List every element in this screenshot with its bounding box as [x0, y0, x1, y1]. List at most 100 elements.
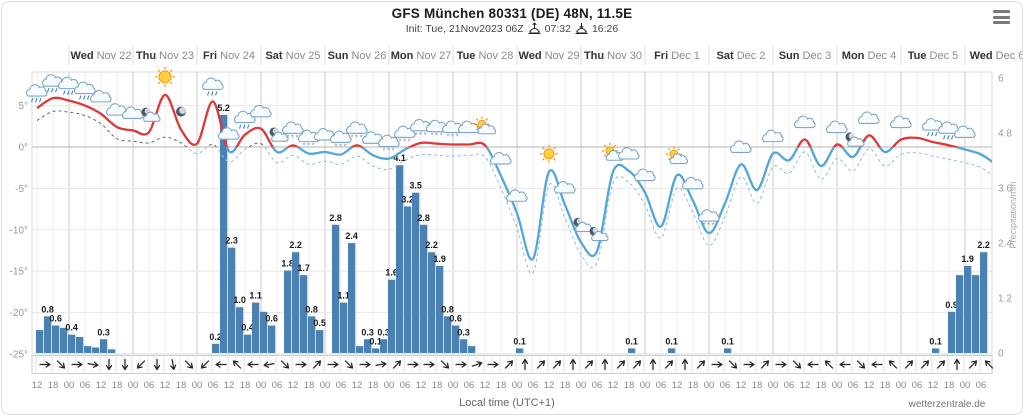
svg-text:0.8: 0.8: [305, 304, 318, 314]
wind-arrows: [31, 355, 994, 374]
snow-icon: * * *: [378, 134, 400, 156]
sunrise-icon: [528, 22, 541, 34]
svg-text:0.5: 0.5: [313, 318, 326, 328]
svg-text:1.1: 1.1: [337, 291, 350, 301]
footer-labels: Local time (UTC+1) wetterzentrale.de: [459, 397, 986, 410]
sun-icon: [155, 66, 175, 87]
hour-labels: 12 18 00 06 12 18 00 06 12 18 00 06 12 18 00 06 12 18 00 06…: [32, 380, 987, 391]
svg-text:*: *: [419, 131, 422, 140]
svg-text:06: 06: [336, 380, 347, 391]
hamburger-menu-icon[interactable]: [993, 10, 1010, 27]
svg-text:Fri Nov 24: Fri Nov 24: [203, 50, 255, 62]
svg-text:*: *: [382, 147, 385, 156]
snow-icon: * * *: [282, 121, 304, 142]
svg-text:Wed Nov 22: Wed Nov 22: [71, 50, 132, 62]
svg-text:Sat Nov 25: Sat Nov 25: [265, 50, 320, 62]
svg-text:1.9: 1.9: [961, 254, 974, 264]
svg-text:*: *: [387, 147, 390, 156]
svg-text:2.2: 2.2: [977, 240, 990, 250]
svg-text:0.2: 0.2: [209, 332, 222, 342]
svg-text:-15°: -15°: [10, 267, 28, 278]
svg-text:18: 18: [432, 380, 443, 391]
svg-text:5°: 5°: [18, 101, 28, 112]
svg-text:1.0: 1.0: [233, 295, 246, 305]
mooncloud-icon: [589, 226, 609, 242]
svg-text:*: *: [295, 133, 298, 142]
svg-text:12: 12: [864, 380, 875, 391]
cloud-icon: [794, 115, 816, 129]
svg-text:06: 06: [400, 380, 411, 391]
svg-text:-10°: -10°: [10, 225, 28, 236]
svg-text:Mon Dec 4: Mon Dec 4: [842, 50, 896, 62]
cloud-icon: [634, 168, 656, 182]
svg-text:*: *: [702, 221, 705, 230]
cloud-icon: [618, 147, 640, 160]
svg-text:12: 12: [928, 380, 939, 391]
svg-text:-5°: -5°: [15, 184, 28, 195]
svg-text:Mon Nov 27: Mon Nov 27: [391, 50, 452, 62]
cloud-icon: [554, 181, 576, 194]
axis-labels: 5° 0° -5° -10° -15° -20° -25° 6 4.8 3.6 2.4 1.2 0 Pre…: [10, 74, 1018, 361]
svg-text:2.8: 2.8: [329, 213, 342, 223]
suncloud-icon: [474, 116, 497, 135]
svg-text:*: *: [455, 133, 458, 142]
svg-text:*: *: [439, 132, 442, 141]
precip-axis-title: Precipitation/mm: [1008, 181, 1018, 248]
svg-text:*: *: [423, 131, 426, 140]
cloud-icon: [826, 120, 848, 134]
cloud-icon: [682, 176, 704, 190]
svg-text:0.1: 0.1: [513, 336, 526, 346]
svg-text:06: 06: [720, 380, 731, 391]
svg-text:Thu Nov 23: Thu Nov 23: [136, 50, 194, 62]
svg-text:5.2: 5.2: [217, 103, 230, 113]
svg-text:0.4: 0.4: [65, 323, 78, 333]
svg-text:06: 06: [464, 380, 475, 391]
svg-text:*: *: [435, 132, 438, 141]
svg-text:12: 12: [800, 380, 811, 391]
svg-text:Sun Dec 3: Sun Dec 3: [779, 50, 832, 62]
svg-text:12: 12: [160, 380, 171, 391]
svg-text:*: *: [446, 133, 449, 142]
mooncloud-icon: [269, 127, 289, 142]
svg-text:1.7: 1.7: [297, 263, 310, 273]
mooncloud-icon: [845, 132, 865, 147]
svg-text:*: *: [302, 142, 305, 151]
sunrise-time: 07:32: [544, 22, 571, 35]
svg-text:1.1: 1.1: [249, 291, 262, 301]
svg-text:0.1: 0.1: [625, 336, 638, 346]
svg-text:12: 12: [224, 380, 235, 391]
rain-icon: [202, 77, 224, 96]
snow-icon: * * *: [330, 130, 352, 151]
svg-text:2.2: 2.2: [425, 240, 438, 250]
svg-text:00: 00: [256, 380, 267, 391]
svg-text:06: 06: [912, 380, 923, 391]
svg-text:Tue Dec 5: Tue Dec 5: [908, 50, 959, 62]
svg-text:0.3: 0.3: [457, 327, 470, 337]
svg-text:06: 06: [528, 380, 539, 391]
svg-text:Sun Nov 26: Sun Nov 26: [328, 50, 387, 62]
x-axis-title: Local time (UTC+1): [459, 397, 555, 409]
svg-text:*: *: [359, 133, 362, 142]
snow-icon: * * *: [426, 119, 448, 141]
svg-text:06: 06: [272, 380, 283, 391]
svg-text:*: *: [398, 137, 401, 146]
svg-text:18: 18: [496, 380, 507, 391]
svg-text:2.3: 2.3: [225, 236, 238, 246]
svg-text:18: 18: [688, 380, 699, 391]
svg-text:12: 12: [288, 380, 299, 391]
svg-text:06: 06: [656, 380, 667, 391]
svg-text:*: *: [711, 221, 714, 230]
svg-text:12: 12: [544, 380, 555, 391]
cloud-icon: [506, 189, 528, 202]
svg-text:0.1: 0.1: [369, 336, 382, 346]
svg-text:12: 12: [736, 380, 747, 391]
mooncloud-icon: [573, 217, 593, 232]
snow-icon: * * *: [394, 125, 416, 146]
svg-text:18: 18: [880, 380, 891, 391]
svg-text:*: *: [355, 133, 358, 142]
svg-text:18: 18: [304, 380, 315, 391]
snow-icon: * * *: [346, 121, 368, 142]
svg-text:Tue Nov 28: Tue Nov 28: [457, 50, 514, 62]
svg-text:00: 00: [448, 380, 459, 391]
